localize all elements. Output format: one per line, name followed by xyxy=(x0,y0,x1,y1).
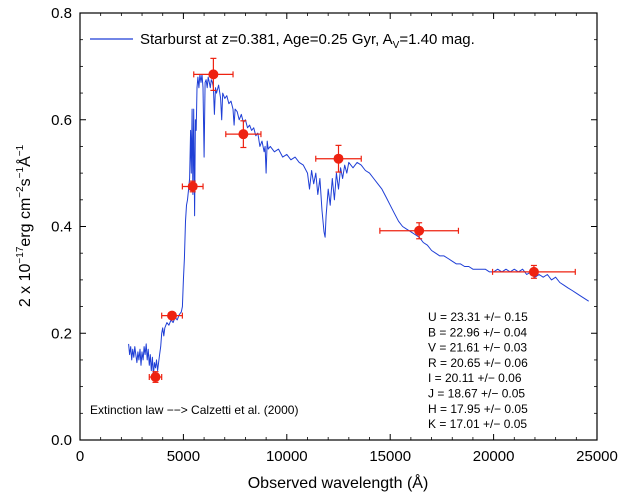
y-tick-label: 0.6 xyxy=(51,112,72,129)
x-tick-label: 0 xyxy=(76,448,84,465)
y-tick-label: 0.0 xyxy=(51,432,72,449)
phot-table-row: I = 20.11 +/− 0.06 xyxy=(428,371,522,385)
legend-label: Starburst at z=0.381, Age=0.25 Gyr, AV=1… xyxy=(140,31,475,51)
photometry-table: U = 23.31 +/− 0.15B = 22.96 +/− 0.04 V = … xyxy=(428,310,528,431)
x-axis-ticks: 0 5000 10000 15000 20000 25000 xyxy=(76,13,618,465)
phot-point xyxy=(208,69,219,80)
x-tick-label: 10000 xyxy=(266,448,308,465)
x-axis-title: Observed wavelength (Å) xyxy=(248,473,429,492)
phot-table-row: B = 22.96 +/− 0.04 xyxy=(428,325,527,339)
spectrum-line xyxy=(128,73,589,377)
y-axis-title: 2 x 10−17erg cm−2s−1Å−1 xyxy=(15,144,34,307)
phot-table-row: K = 17.01 +/− 0.05 xyxy=(428,417,527,431)
phot-table-row: H = 17.95 +/− 0.05 xyxy=(428,402,528,416)
phot-point xyxy=(187,181,198,192)
x-tick-label: 25000 xyxy=(576,448,618,465)
y-tick-label: 0.2 xyxy=(51,325,72,342)
phot-point xyxy=(414,225,425,236)
phot-point xyxy=(167,310,178,321)
phot-table-row: J = 18.67 +/− 0.05 xyxy=(428,387,525,401)
phot-table-row: U = 23.31 +/− 0.15 xyxy=(428,310,528,324)
extinction-note: Extinction law −−> Calzetti et al. (2000… xyxy=(90,403,298,417)
spectrum-series xyxy=(128,73,589,377)
phot-table-row: R = 20.65 +/− 0.06 xyxy=(428,356,528,370)
y-axis-ticks: 0.0 0.2 0.4 0.6 0.8 xyxy=(51,5,597,449)
y-tick-label: 0.8 xyxy=(51,5,72,22)
y-tick-label: 0.4 xyxy=(51,219,72,236)
x-tick-label: 20000 xyxy=(473,448,515,465)
phot-point xyxy=(238,129,249,140)
phot-point xyxy=(528,266,539,277)
x-tick-label: 15000 xyxy=(369,448,411,465)
x-tick-label: 5000 xyxy=(167,448,200,465)
phot-point xyxy=(150,372,161,383)
phot-table-row: V = 21.61 +/− 0.03 xyxy=(428,341,527,355)
phot-point xyxy=(333,153,344,164)
photometry-series xyxy=(148,57,576,383)
